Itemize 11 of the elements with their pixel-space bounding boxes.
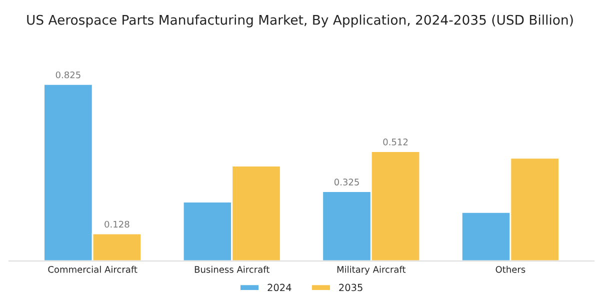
legend-label: 2035 bbox=[339, 284, 362, 292]
data-label: 0.512 bbox=[383, 138, 408, 146]
x-tick-label: Military Aircraft bbox=[337, 266, 406, 275]
x-tick-label: Others bbox=[496, 266, 526, 273]
data-label: 0.325 bbox=[334, 178, 359, 186]
legend-label: 2024 bbox=[268, 284, 292, 292]
data-label: 0.128 bbox=[104, 220, 130, 228]
x-tick-label: Business Aircraft bbox=[194, 266, 270, 273]
x-tick-label: Commercial Aircraft bbox=[48, 266, 138, 273]
data-label: 0.825 bbox=[56, 71, 80, 78]
chart-title: US Aerospace Parts Manufacturing Market, By Application, 2024-2035 (USD Billion) bbox=[27, 14, 573, 28]
